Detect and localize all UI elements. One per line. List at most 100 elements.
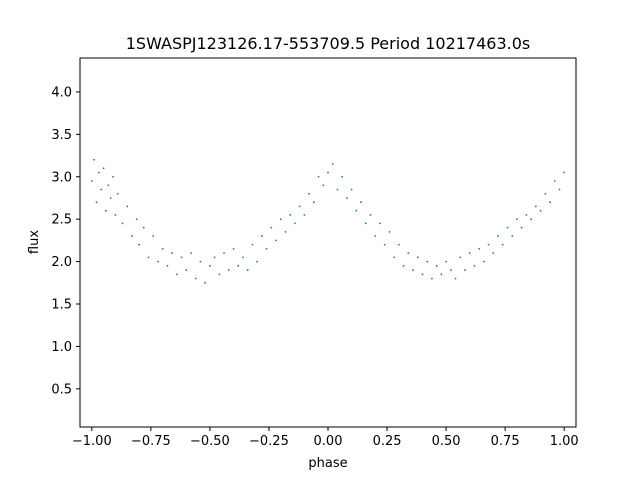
data-point <box>199 260 202 263</box>
data-point <box>90 180 93 182</box>
data-point <box>147 256 150 259</box>
data-point <box>246 269 249 271</box>
data-point <box>549 201 551 204</box>
data-point <box>534 205 537 208</box>
data-point <box>501 243 504 246</box>
data-point <box>421 273 424 276</box>
data-point <box>364 222 367 225</box>
data-point <box>553 180 556 182</box>
data-point <box>100 188 103 191</box>
chart-title: 1SWASPJ123126.17-553709.5 Period 1021746… <box>126 34 531 53</box>
data-point <box>544 192 547 195</box>
data-point <box>171 252 174 255</box>
data-point <box>294 222 296 225</box>
data-point <box>369 214 372 216</box>
data-point <box>397 243 400 246</box>
x-tick-label: 0.50 <box>432 434 461 449</box>
data-point <box>190 252 192 255</box>
data-point <box>440 273 443 276</box>
y-tick-label: 3.5 <box>51 128 72 143</box>
data-point <box>374 235 377 238</box>
data-point <box>138 243 140 246</box>
data-point <box>152 235 155 238</box>
data-point <box>563 171 566 174</box>
data-point <box>251 243 254 246</box>
data-point <box>426 260 429 263</box>
data-point <box>279 218 282 221</box>
data-point <box>416 256 419 259</box>
data-point <box>468 252 471 255</box>
data-point <box>506 226 509 229</box>
data-point <box>459 256 462 259</box>
y-tick-label: 1.0 <box>51 340 72 355</box>
data-point <box>112 175 114 178</box>
x-tick-label: −0.25 <box>249 434 289 449</box>
data-point <box>525 214 528 216</box>
y-tick-label: 1.5 <box>51 298 72 313</box>
data-point <box>435 264 438 267</box>
y-tick-label: 4.0 <box>51 85 72 100</box>
y-tick-label: 0.5 <box>51 382 72 397</box>
x-tick-label: −1.00 <box>72 434 112 449</box>
scatter-points <box>90 158 566 284</box>
data-point <box>218 273 221 276</box>
data-point <box>482 260 485 263</box>
x-tick-label: −0.50 <box>190 434 230 449</box>
data-point <box>126 205 129 208</box>
data-point <box>312 201 315 204</box>
data-point <box>260 235 263 238</box>
data-point <box>497 235 499 238</box>
data-point <box>93 158 96 161</box>
data-point <box>237 264 240 267</box>
y-axis-ticks: 0.5 1.0 1.5 2.0 2.5 3.0 3.5 4.0 <box>51 85 80 397</box>
data-point <box>95 201 98 204</box>
plot-frame <box>79 57 577 428</box>
data-point <box>232 247 235 250</box>
data-point <box>270 226 273 229</box>
data-point <box>185 269 188 271</box>
data-point <box>322 184 325 187</box>
data-point <box>407 252 410 255</box>
data-point <box>142 226 145 229</box>
data-point <box>516 218 518 221</box>
data-point <box>175 273 178 276</box>
data-point <box>265 247 268 250</box>
data-point <box>105 209 107 212</box>
data-point <box>511 235 514 238</box>
data-point <box>223 252 225 255</box>
data-point <box>341 175 344 178</box>
data-point <box>213 256 216 259</box>
data-point <box>303 214 306 216</box>
data-point <box>298 205 301 208</box>
data-point <box>194 277 197 280</box>
data-point <box>107 184 110 187</box>
y-tick-label: 2.0 <box>51 255 72 270</box>
data-point <box>530 218 533 221</box>
data-point <box>166 264 169 267</box>
data-point <box>350 188 353 191</box>
data-point <box>109 197 112 199</box>
x-tick-label: 0.25 <box>373 434 402 449</box>
data-point <box>558 188 561 191</box>
data-point <box>379 222 381 225</box>
y-axis-label: flux <box>27 230 42 254</box>
data-point <box>121 222 124 225</box>
data-point <box>98 171 100 174</box>
data-point <box>157 260 159 263</box>
data-point <box>116 192 119 195</box>
data-point <box>131 235 133 238</box>
x-axis-label: phase <box>308 456 347 471</box>
data-point <box>209 264 211 267</box>
data-point <box>412 269 414 271</box>
data-point <box>114 214 117 216</box>
x-tick-label: 0.75 <box>491 434 520 449</box>
data-point <box>539 209 542 212</box>
data-point <box>520 226 523 229</box>
data-point <box>464 269 466 271</box>
data-point <box>227 269 230 271</box>
data-point <box>135 218 138 221</box>
data-point <box>449 269 452 271</box>
x-axis-ticks: −1.00 −0.75 −0.50 −0.25 0.00 0.25 0.50 0.75 1.00 <box>72 427 579 449</box>
data-point <box>180 256 183 259</box>
